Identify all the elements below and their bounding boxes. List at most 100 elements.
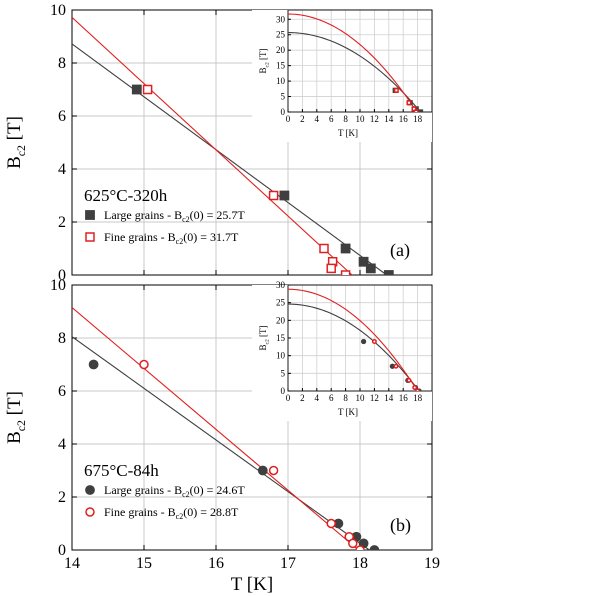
legend-marker-series-0: [85, 210, 95, 220]
y-axis-label-unit: [T]: [4, 391, 25, 420]
x-tick-label: 15: [136, 555, 152, 572]
y-axis-label: Bc2 [T]: [4, 116, 28, 169]
inset-y-tick-label: 25: [276, 298, 286, 308]
inset-x-tick-label: 10: [356, 393, 366, 403]
x-tick-label: 14: [64, 555, 80, 572]
data-point-series-0: [131, 84, 142, 95]
inset-y-tick-label: 15: [276, 61, 286, 71]
legend-name-sub: c2: [182, 215, 190, 224]
inset-x-tick-label: 6: [329, 114, 334, 124]
inset-x-tick-label: 8: [343, 393, 348, 403]
inset-x-axis-label: T [K]: [338, 128, 358, 138]
plot-area: [72, 307, 380, 550]
inset-x-tick-label: 4: [315, 393, 320, 403]
inset-x-tick-label: 14: [384, 393, 394, 403]
inset-y-axis-label-text: Bc2 [T]: [258, 325, 270, 350]
inset-data-point-series-1: [406, 100, 412, 106]
inset-curve-series-1: [288, 288, 419, 391]
inset-x-tick-label: 12: [370, 393, 379, 403]
legend-name: Large grains - B: [104, 208, 182, 222]
sample-annotation: 625°C-320h: [84, 186, 168, 205]
inset-background: [252, 10, 432, 142]
y-axis-label: Bc2 [T]: [4, 391, 28, 444]
y-tick-label: 8: [58, 55, 66, 72]
inset-x-tick-label: 16: [399, 114, 409, 124]
data-point-series-0: [365, 263, 376, 274]
inset-x-tick-label: 2: [300, 393, 305, 403]
sample-annotation: 675°C-84h: [84, 461, 159, 480]
y-tick-label: 0: [58, 542, 66, 559]
data-point-series-1: [319, 243, 329, 254]
y-tick-label: 6: [58, 383, 66, 400]
y-axis-label-unit: [T]: [4, 116, 25, 145]
inset-x-tick-label: 14: [384, 114, 394, 124]
inset-y-tick-label: 15: [276, 333, 286, 343]
legend-name-sub: c2: [176, 512, 184, 521]
inset-y-axis-label-text: Bc2 [T]: [258, 48, 270, 73]
fit-line-series-1: [72, 307, 359, 550]
y-tick-label: 4: [58, 436, 66, 453]
legend-name-sub: c2: [182, 490, 190, 499]
inset-y-tick-label: 20: [276, 315, 286, 325]
data-point-series-0: [257, 465, 268, 476]
fit-line-series-1: [72, 17, 353, 275]
inset-plot-area: [288, 13, 424, 112]
data-point-series-0: [279, 190, 290, 201]
inset-y-tick-label: 10: [276, 351, 286, 361]
inset-y-axis-label: Bc2 [T]: [258, 48, 270, 73]
data-point-series-1: [268, 465, 279, 476]
legend-label-series-1: Fine grains - Bc2(0) = 31.7T: [104, 230, 239, 246]
y-axis-label-main: B: [4, 156, 25, 169]
legend-name-tail: (0) = 24.6T: [190, 483, 246, 497]
data-point-series-1: [139, 359, 149, 370]
legend-label-series-0: Large grains - Bc2(0) = 24.6T: [104, 483, 245, 499]
inset-y-axis-label: Bc2 [T]: [258, 325, 270, 350]
inset-y-tick-label: 25: [276, 30, 286, 40]
y-tick-label: 0: [58, 267, 66, 284]
x-tick-label: 17: [280, 555, 296, 572]
inset-y-axis-label-unit: [T]: [258, 325, 268, 339]
panel-label: (b): [390, 515, 411, 536]
y-tick-label: 4: [58, 161, 66, 178]
legend-marker-series-1: [85, 507, 95, 517]
y-axis-label-text: Bc2 [T]: [4, 116, 28, 169]
fit-line-series-0: [72, 43, 387, 275]
legend-name-tail: (0) = 28.8T: [183, 505, 239, 519]
inset-x-tick-label: 2: [300, 114, 305, 124]
legend-name: Fine grains - B: [104, 230, 176, 244]
inset-x-tick-label: 18: [413, 114, 423, 124]
legend-name: Fine grains - B: [104, 505, 176, 519]
y-tick-label: 2: [58, 214, 66, 231]
data-point-series-1: [142, 84, 153, 95]
legend-marker-series-1: [85, 232, 95, 242]
legend-marker-series-0: [85, 485, 95, 495]
inset-y-tick-label: 0: [281, 386, 286, 396]
inset-data-point-series-0: [360, 338, 367, 345]
inset-data-point-series-1: [415, 388, 421, 391]
inset-y-tick-label: 0: [281, 107, 286, 117]
inset-x-tick-label: 12: [370, 114, 379, 124]
inset-x-tick-label: 16: [399, 393, 409, 403]
y-axis-label-main: B: [4, 431, 25, 444]
data-point-series-1: [355, 545, 365, 550]
y-axis-label-sub: c2: [15, 420, 28, 431]
data-point-series-1: [268, 190, 279, 201]
inset-data-point-series-1: [393, 87, 399, 93]
plot-area: [72, 17, 394, 275]
y-tick-label: 8: [58, 330, 66, 347]
data-point-series-0: [383, 270, 394, 275]
legend-name: Large grains - B: [104, 483, 182, 497]
inset-y-tick-label: 30: [276, 14, 286, 24]
data-point-series-1: [340, 270, 351, 275]
inset-x-tick-label: 8: [343, 114, 348, 124]
panel-label: (a): [390, 240, 410, 261]
x-tick-label: 18: [352, 555, 368, 572]
y-tick-label: 10: [50, 2, 66, 19]
data-point-series-0: [369, 545, 380, 550]
inset-data-point-series-1: [371, 339, 377, 345]
inset-x-tick-label: 0: [286, 393, 291, 403]
